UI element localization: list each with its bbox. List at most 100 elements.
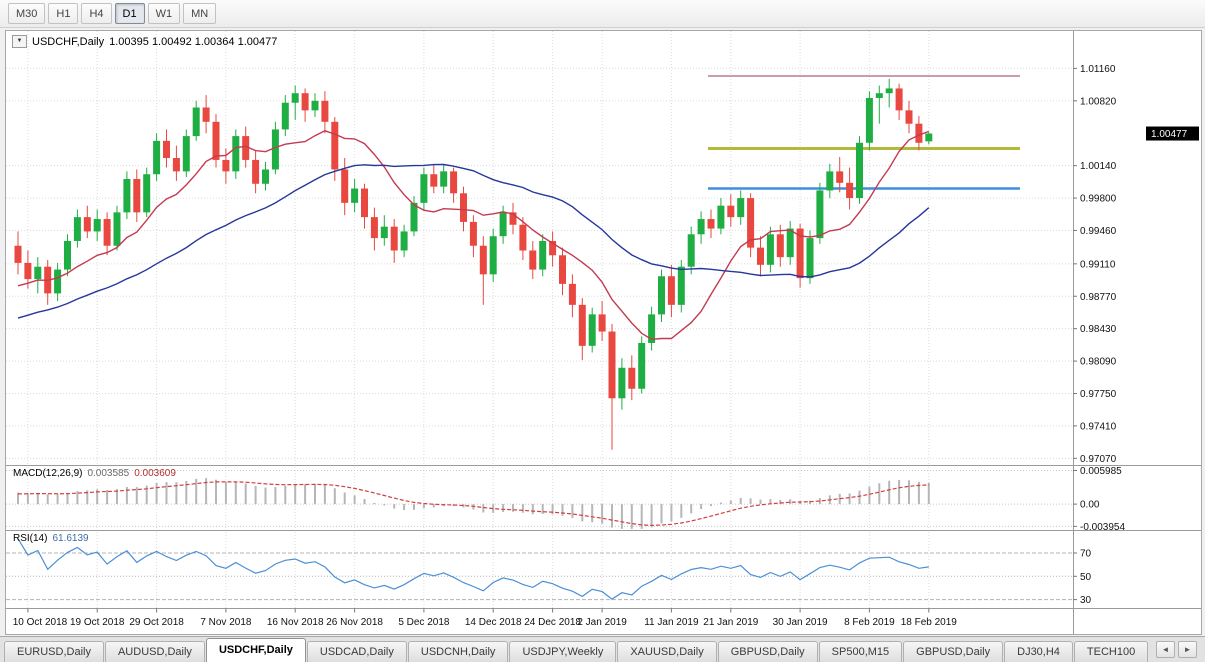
candle-body [361,188,368,218]
candle-body [469,221,477,246]
candle-body [846,182,854,199]
chart-tab-usdcnh-daily[interactable]: USDCNH,Daily [407,641,509,662]
price-axis-label: 1.00140 [1080,161,1117,172]
chart-tab-sp500-m15[interactable]: SP500,M15 [818,641,903,662]
tab-scroll-controls: ◄ ► [1152,641,1205,662]
chart-tab-xauusd-daily[interactable]: XAUUSD,Daily [617,641,717,662]
macd-axis-label: 0.00 [1080,500,1100,511]
candle-body [123,179,131,213]
candle-body [14,245,22,263]
chart-plot-area[interactable] [6,31,1073,608]
rsi-panel: 70 50 30 [6,538,1092,606]
price-axis-labels: 1.01160 1.00820 1.00140 0.99800 0.99460 0.991… [1073,64,1117,465]
grid-layer [6,31,1073,608]
date-axis-label: 26 Nov 2018 [326,617,383,628]
date-axis-label: 14 Dec 2018 [465,617,522,628]
candle-body [212,121,220,160]
candle-body [677,266,685,305]
macd-signal-line [17,481,929,527]
candle-body [766,234,774,265]
candle-body [905,110,913,124]
candle-body [341,169,349,203]
candle-body [915,123,923,143]
candle-body [707,219,715,229]
candle-body [83,217,91,232]
candle-body [727,205,735,218]
candle-body [24,262,32,280]
candle-body [450,171,458,194]
timeframe-button-w1[interactable]: W1 [147,3,181,24]
candle-body [776,234,784,258]
rsi-axis-label: 50 [1080,572,1092,583]
chart-tab-usdchf-daily[interactable]: USDCHF,Daily [205,638,306,662]
timeframe-toolbar: M30 H1 H4 D1 W1 MN [0,0,1205,28]
candle-body [73,217,81,241]
chart-tab-usdcad-daily[interactable]: USDCAD,Daily [306,641,407,662]
macd-name: MACD(12,26,9) [13,468,83,479]
candle-body [202,107,210,122]
candle-body [172,158,180,172]
chart-dropdown-icon[interactable]: ▼ [12,35,27,48]
chart-tab-eurusd-daily[interactable]: EURUSD,Daily [4,641,104,662]
chart-tab-usdjpy-weekly[interactable]: USDJPY,Weekly [509,641,617,662]
date-axis-label: 8 Feb 2019 [844,617,895,628]
chart-tabs-strip: EURUSD,Daily AUDUSD,Daily USDCHF,Daily USDC… [4,638,1149,662]
chart-tab-gbpusd-daily[interactable]: GBPUSD,Daily [717,641,818,662]
chart-tab-tech100[interactable]: TECH100 [1073,641,1149,662]
candle-body [54,269,62,294]
tab-scroll-left-icon[interactable]: ◄ [1156,641,1175,658]
chart-tab-dj30-h4[interactable]: DJ30,H4 [1004,641,1073,662]
time-axis[interactable] [6,608,1073,634]
candle-body [440,171,448,187]
chart-tab-bar: EURUSD,Daily AUDUSD,Daily USDCHF,Daily USDC… [0,636,1205,662]
chart-canvas[interactable]: 1.01160 1.00820 1.00140 0.99800 0.99460 0.991… [6,31,1201,634]
candle-body [806,238,814,279]
candle-body [331,121,339,170]
candle-body [875,93,883,98]
candle-body [658,276,665,315]
candle-body [311,100,319,111]
chart-tab-audusd-daily[interactable]: AUDUSD,Daily [104,641,205,662]
candle-body [895,88,903,111]
date-axis-label: 24 Dec 2018 [524,617,581,628]
date-axis-label: 11 Jan 2019 [644,617,699,628]
timeframe-button-h4[interactable]: H4 [81,3,112,24]
rsi-name: RSI(14) [13,533,48,544]
candle-body [390,226,398,251]
price-axis-label: 0.99110 [1080,259,1116,270]
chart-symbol-label: USDCHF,Daily [32,35,105,48]
candle-body [64,240,71,270]
candle-body [757,247,764,265]
timeframe-button-m30[interactable]: M30 [8,3,46,24]
candle-body [143,174,151,213]
candle-body [529,250,537,270]
tab-scroll-right-icon[interactable]: ► [1178,641,1197,658]
chart-tab-gbpusd-daily[interactable]: GBPUSD,Daily [903,641,1004,662]
date-axis-label: 2 Jan 2019 [577,617,627,628]
candle-body [321,100,329,122]
chart-area: 1.01160 1.00820 1.00140 0.99800 0.99460 0.991… [5,30,1202,635]
candle-body [568,283,576,305]
candle-body [400,231,408,251]
timeframe-button-d1[interactable]: D1 [114,3,145,24]
price-axis-label: 0.97410 [1080,421,1117,432]
timeframe-button-h1[interactable]: H1 [48,3,79,24]
candle-body [291,93,299,103]
current-price-value: 1.00477 [1151,129,1188,140]
candle-body [410,202,418,232]
macd-title: MACD(12,26,9) 0.003585 0.003609 [13,468,176,479]
candle-body [786,228,794,258]
candle-body [479,245,487,275]
date-axis-label: 5 Dec 2018 [398,617,450,628]
candle-body [578,304,586,346]
candle-body [747,198,755,248]
candle-body [885,88,893,94]
rsi-axis-label: 70 [1080,548,1092,559]
timeframe-button-mn[interactable]: MN [183,3,217,24]
candle-body [103,219,111,246]
candle-body [608,331,616,399]
date-axis-label: 21 Jan 2019 [703,617,758,628]
candle-body [628,367,636,389]
date-axis-label: 19 Oct 2018 [70,617,125,628]
candle-body [588,314,596,346]
